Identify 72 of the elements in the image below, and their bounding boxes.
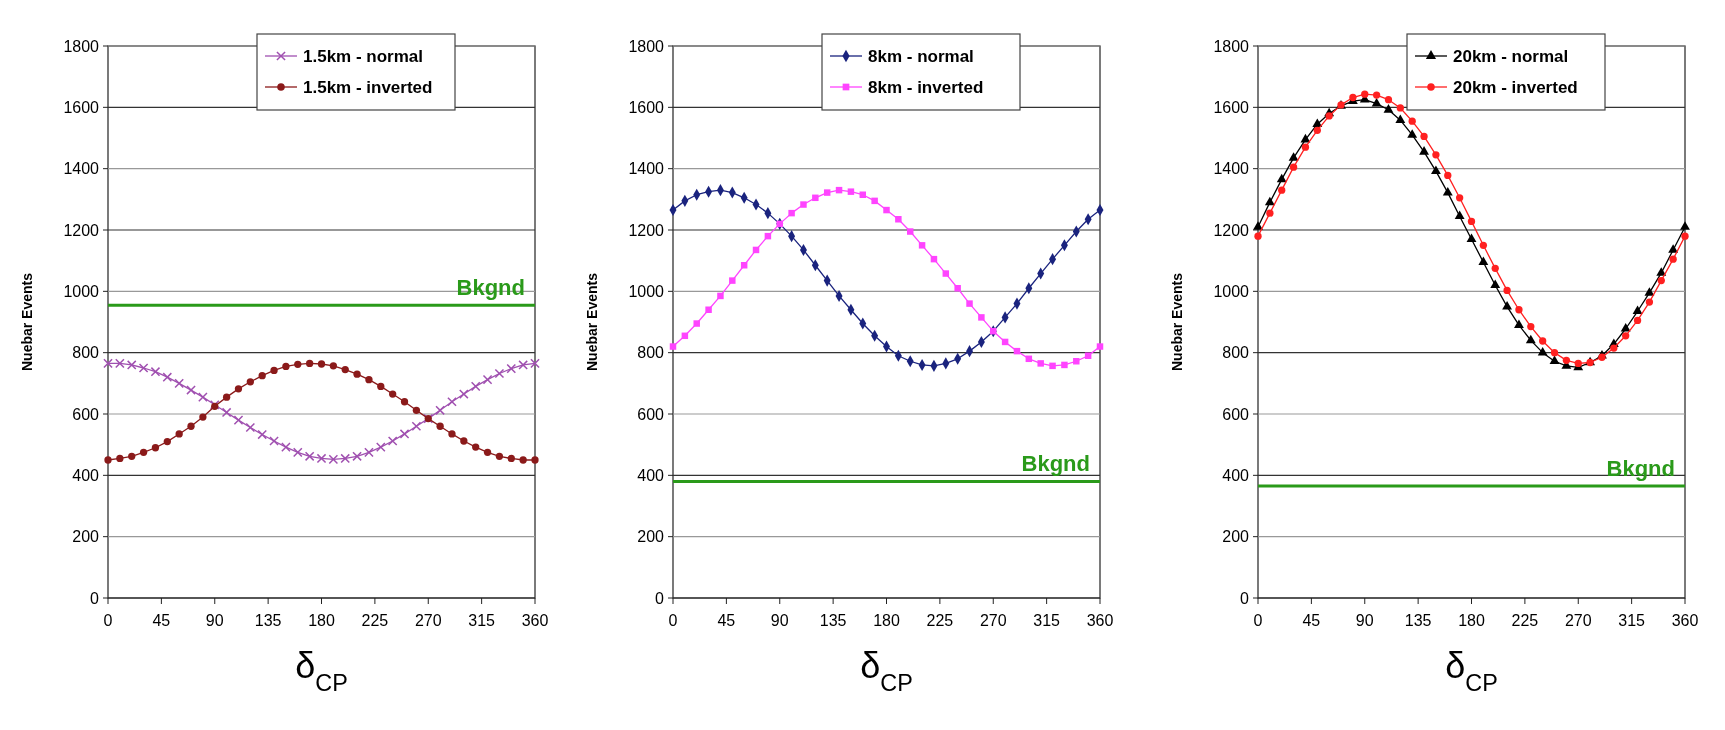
x-tick-label: 270 <box>1564 612 1592 629</box>
x-axis-title: δ$_{CP}$ <box>1445 645 1498 696</box>
x-tick-label: 0 <box>668 612 678 629</box>
x-axis-title: δ$_{CP}$ <box>295 645 348 696</box>
y-tick-label: 1000 <box>628 282 665 300</box>
x-tick-label: 270 <box>414 612 442 629</box>
y-tick-label: 200 <box>72 528 100 546</box>
y-tick-label: 600 <box>637 405 665 423</box>
ref-line-label: Bkgnd <box>1021 451 1090 477</box>
legend-label: 20km - normal <box>1453 46 1569 66</box>
x-tick-label: 45 <box>717 612 736 629</box>
legend-label: 20km - inverted <box>1453 77 1578 97</box>
y-tick-label: 1600 <box>1213 98 1250 116</box>
x-tick-label: 225 <box>1511 612 1539 629</box>
y-tick-label: 0 <box>90 589 100 607</box>
legend-label: 8km - inverted <box>868 77 984 97</box>
legend-label: 1.5km - inverted <box>303 77 433 97</box>
x-tick-label: 360 <box>1086 612 1114 629</box>
ref-line-label: Bkgnd <box>456 275 525 301</box>
y-tick-label: 1400 <box>628 160 665 178</box>
x-tick-label: 360 <box>521 612 549 629</box>
x-tick-label: 315 <box>468 612 496 629</box>
y-tick-label: 600 <box>1222 405 1250 423</box>
x-tick-label: 180 <box>308 612 335 629</box>
legend-label: 8km - normal <box>868 46 974 66</box>
x-tick-label: 90 <box>1355 612 1374 629</box>
x-tick-label: 135 <box>1404 612 1432 629</box>
y-tick-label: 1600 <box>628 98 665 116</box>
x-tick-label: 225 <box>926 612 954 629</box>
y-tick-label: 1200 <box>628 221 665 239</box>
x-tick-label: 90 <box>205 612 224 629</box>
x-tick-label: 45 <box>152 612 171 629</box>
x-tick-label: 90 <box>770 612 789 629</box>
x-tick-label: 315 <box>1618 612 1646 629</box>
x-tick-label: 135 <box>254 612 282 629</box>
ref-line-label: Bkgnd <box>1606 456 1675 482</box>
y-tick-label: 1200 <box>1213 221 1250 239</box>
y-tick-label: 1800 <box>1213 37 1250 55</box>
x-tick-label: 180 <box>1458 612 1485 629</box>
y-tick-label: 0 <box>655 589 665 607</box>
y-tick-label: 1400 <box>63 160 100 178</box>
y-tick-label: 1000 <box>63 282 100 300</box>
legend-label: 1.5km - normal <box>303 46 423 66</box>
y-tick-label: 1800 <box>63 37 100 55</box>
y-tick-label: 1800 <box>628 37 665 55</box>
y-tick-label: 1600 <box>63 98 100 116</box>
y-axis-title: Nuebar Events <box>584 272 600 372</box>
y-tick-label: 1000 <box>1213 282 1250 300</box>
y-tick-label: 1400 <box>1213 160 1250 178</box>
x-tick-label: 225 <box>361 612 389 629</box>
x-tick-label: 270 <box>979 612 1007 629</box>
x-tick-label: 0 <box>1253 612 1263 629</box>
x-axis-title: δ$_{CP}$ <box>860 645 913 696</box>
y-tick-label: 200 <box>1222 528 1250 546</box>
y-tick-label: 800 <box>637 344 665 362</box>
x-tick-label: 180 <box>873 612 900 629</box>
x-tick-label: 135 <box>819 612 847 629</box>
y-tick-label: 400 <box>1222 466 1250 484</box>
y-axis-title: Nuebar Events <box>1169 272 1185 372</box>
y-axis-title: Nuebar Events <box>19 272 35 372</box>
y-tick-label: 200 <box>637 528 665 546</box>
y-tick-label: 400 <box>72 466 100 484</box>
x-tick-label: 45 <box>1302 612 1321 629</box>
y-tick-label: 1200 <box>63 221 100 239</box>
x-tick-label: 0 <box>103 612 113 629</box>
y-tick-label: 400 <box>637 466 665 484</box>
y-tick-label: 800 <box>72 344 100 362</box>
x-tick-label: 315 <box>1033 612 1061 629</box>
y-tick-label: 600 <box>72 405 100 423</box>
y-tick-label: 800 <box>1222 344 1250 362</box>
x-tick-label: 360 <box>1671 612 1699 629</box>
y-tick-label: 0 <box>1240 589 1250 607</box>
